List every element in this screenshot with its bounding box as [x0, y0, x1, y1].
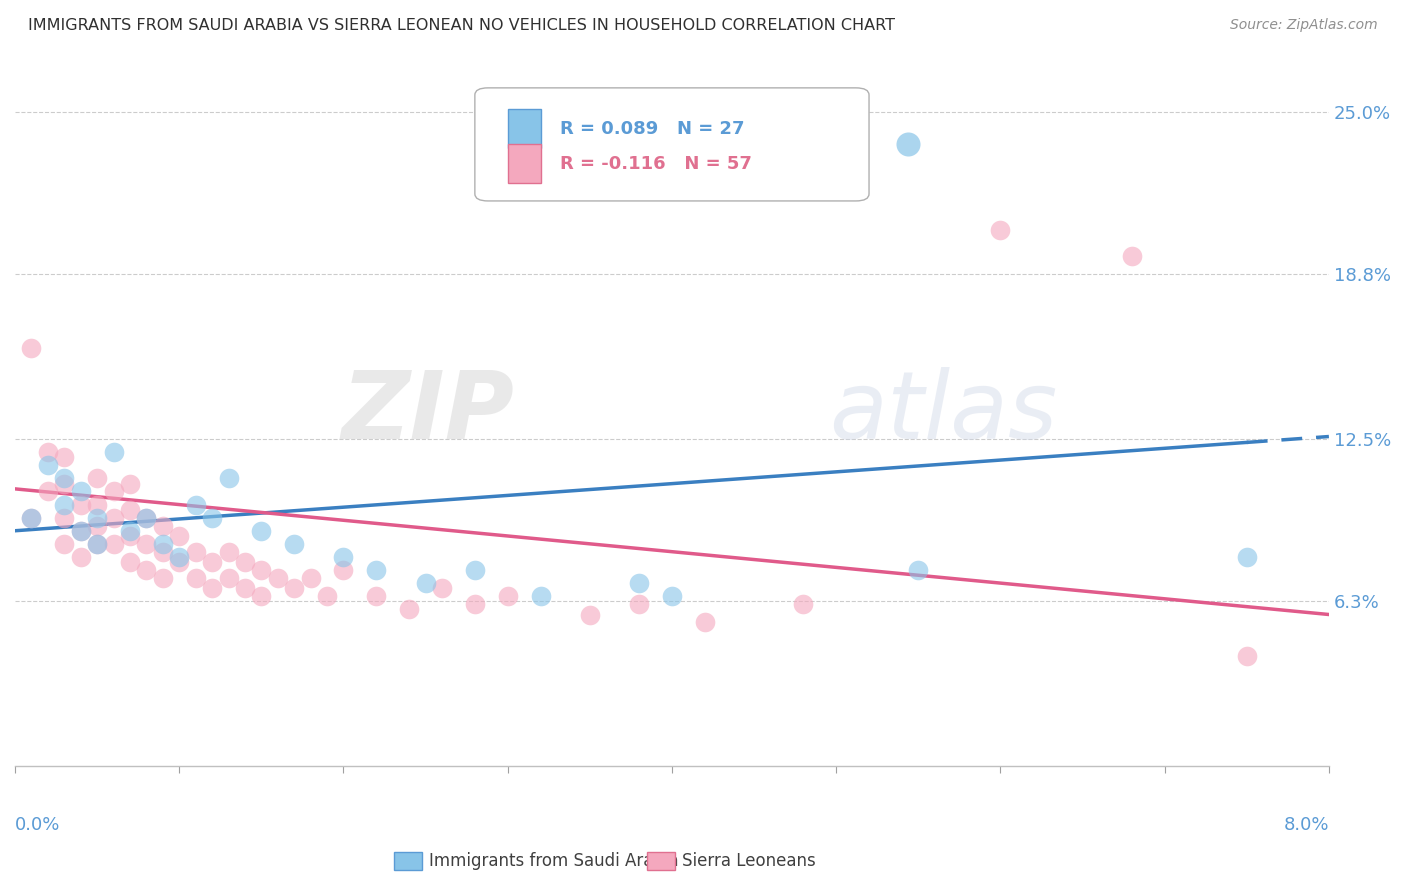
Point [184, 544, 207, 558]
Point [267, 571, 290, 585]
FancyBboxPatch shape [508, 145, 540, 183]
Point [184, 498, 207, 512]
Text: Sierra Leoneans: Sierra Leoneans [682, 852, 815, 870]
Point [37, 458, 59, 473]
Point [69, 498, 91, 512]
Point [990, 223, 1012, 237]
Point [20, 510, 42, 524]
Point [201, 510, 224, 524]
Point [464, 563, 486, 577]
Point [332, 563, 354, 577]
Point [103, 537, 125, 551]
Point [69, 549, 91, 564]
Point [20, 341, 42, 355]
Point [250, 524, 273, 538]
Point [332, 549, 354, 564]
Point [53, 476, 76, 491]
Point [299, 571, 322, 585]
Point [69, 524, 91, 538]
Text: 0.0%: 0.0% [15, 816, 60, 834]
Point [135, 510, 157, 524]
Point [283, 582, 305, 596]
Point [415, 576, 437, 591]
Point [398, 602, 420, 616]
Point [167, 555, 190, 569]
Point [103, 510, 125, 524]
Point [693, 615, 716, 630]
Point [152, 571, 174, 585]
Text: atlas: atlas [830, 368, 1057, 458]
Point [37, 484, 59, 499]
Point [430, 582, 453, 596]
Text: Immigrants from Saudi Arabia: Immigrants from Saudi Arabia [429, 852, 679, 870]
Point [118, 529, 141, 543]
Point [86, 537, 108, 551]
Point [167, 529, 190, 543]
Point [661, 589, 683, 603]
Point [233, 555, 256, 569]
Point [86, 510, 108, 524]
Point [579, 607, 602, 622]
Point [366, 563, 388, 577]
Point [152, 537, 174, 551]
Point [20, 510, 42, 524]
Point [86, 518, 108, 533]
Point [86, 498, 108, 512]
FancyBboxPatch shape [508, 109, 540, 148]
Point [53, 450, 76, 465]
Point [628, 597, 651, 611]
Point [218, 571, 240, 585]
Point [53, 498, 76, 512]
FancyBboxPatch shape [475, 88, 869, 201]
Point [218, 544, 240, 558]
Point [464, 597, 486, 611]
Point [118, 555, 141, 569]
Point [201, 582, 224, 596]
Point [86, 537, 108, 551]
Point [250, 589, 273, 603]
Point [496, 589, 519, 603]
Point [53, 537, 76, 551]
Point [135, 563, 157, 577]
Point [118, 524, 141, 538]
Point [53, 471, 76, 485]
Point [118, 503, 141, 517]
Text: Source: ZipAtlas.com: Source: ZipAtlas.com [1230, 18, 1378, 32]
Point [201, 555, 224, 569]
Point [218, 471, 240, 485]
Point [69, 524, 91, 538]
Point [316, 589, 339, 603]
Point [792, 597, 814, 611]
Text: ZIP: ZIP [342, 367, 515, 459]
Point [118, 476, 141, 491]
Point [529, 589, 551, 603]
Point [103, 484, 125, 499]
Point [628, 576, 651, 591]
Text: IMMIGRANTS FROM SAUDI ARABIA VS SIERRA LEONEAN NO VEHICLES IN HOUSEHOLD CORRELAT: IMMIGRANTS FROM SAUDI ARABIA VS SIERRA L… [28, 18, 896, 33]
Text: R = 0.089   N = 27: R = 0.089 N = 27 [560, 120, 745, 137]
Point [233, 582, 256, 596]
Point [152, 544, 174, 558]
Point [103, 445, 125, 459]
Point [135, 510, 157, 524]
Point [250, 563, 273, 577]
Point [1236, 649, 1258, 664]
Point [366, 589, 388, 603]
Point [167, 549, 190, 564]
Point [152, 518, 174, 533]
Point [69, 484, 91, 499]
Point [283, 537, 305, 551]
Point [37, 445, 59, 459]
Point [53, 510, 76, 524]
Point [1236, 549, 1258, 564]
Point [184, 571, 207, 585]
Point [86, 471, 108, 485]
Point [135, 537, 157, 551]
Point [907, 563, 929, 577]
Text: R = -0.116   N = 57: R = -0.116 N = 57 [560, 155, 752, 173]
Point [1121, 249, 1143, 263]
Text: 8.0%: 8.0% [1284, 816, 1329, 834]
